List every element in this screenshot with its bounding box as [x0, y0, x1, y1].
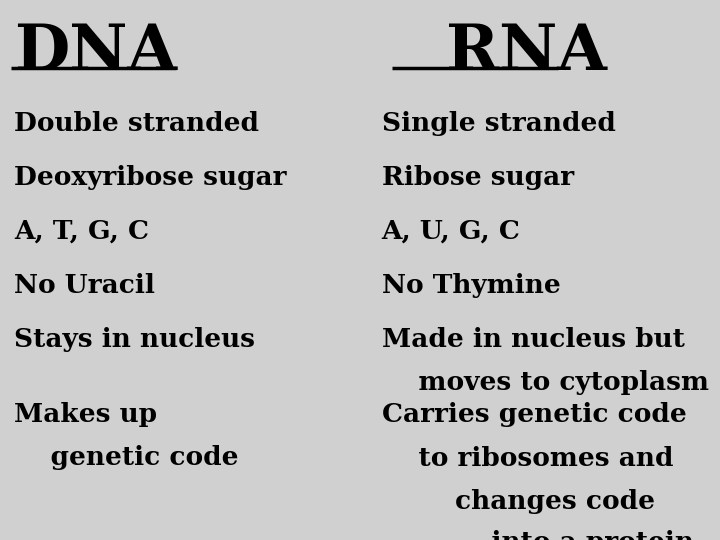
Text: moves to cytoplasm: moves to cytoplasm	[382, 370, 708, 395]
Text: A, T, G, C: A, T, G, C	[14, 219, 150, 244]
Text: Makes up: Makes up	[14, 402, 158, 427]
Text: to ribosomes and: to ribosomes and	[382, 446, 673, 470]
Text: Single stranded: Single stranded	[382, 111, 616, 136]
Text: Stays in nucleus: Stays in nucleus	[14, 327, 256, 352]
Text: No Thymine: No Thymine	[382, 273, 560, 298]
Text: Deoxyribose sugar: Deoxyribose sugar	[14, 165, 287, 190]
Text: Ribose sugar: Ribose sugar	[382, 165, 574, 190]
Text: RNA: RNA	[446, 22, 607, 83]
Text: genetic code: genetic code	[14, 446, 239, 470]
Text: changes code: changes code	[382, 489, 654, 514]
Text: A, U, G, C: A, U, G, C	[382, 219, 521, 244]
Text: DNA: DNA	[14, 22, 177, 83]
Text: No Uracil: No Uracil	[14, 273, 156, 298]
Text: Carries genetic code: Carries genetic code	[382, 402, 686, 427]
Text: Double stranded: Double stranded	[14, 111, 259, 136]
Text: into a protein: into a protein	[382, 530, 693, 540]
Text: Made in nucleus but: Made in nucleus but	[382, 327, 685, 352]
